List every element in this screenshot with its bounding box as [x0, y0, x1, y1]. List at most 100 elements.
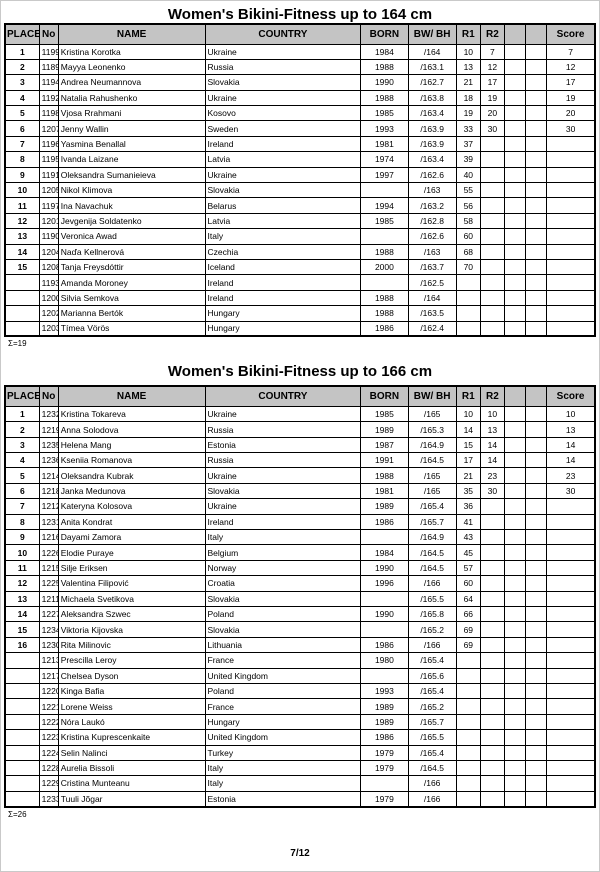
cell-extra2 [525, 790, 548, 808]
cell-score [546, 274, 596, 291]
cell-extra1 [503, 151, 527, 168]
cell-score [546, 544, 596, 561]
cell-r1 [455, 320, 481, 337]
cell-country: Lithuania [204, 636, 362, 654]
cell-no: 1236 [38, 452, 59, 469]
cell-r2 [479, 212, 505, 230]
cell-score [546, 559, 596, 577]
cell-r1 [455, 274, 481, 291]
cell-country: Slovakia [204, 590, 362, 608]
results-table-164: PLACE No NAME COUNTRY BORN BW/ BH R1 R2 Score 1 11… [4, 23, 596, 338]
sum-label-166: Σ=26 [8, 809, 27, 819]
cell-r1 [455, 790, 481, 808]
cell-r2: 14 [479, 452, 505, 469]
cell-extra1 [503, 405, 527, 423]
cell-born: 1981 [360, 482, 409, 500]
cell-extra2 [525, 421, 548, 438]
cell-score: 13 [546, 421, 596, 438]
cell-r2 [479, 759, 505, 777]
cell-born: 1986 [360, 636, 409, 654]
cell-bwbh: /162.6 [407, 166, 457, 184]
cell-r2 [479, 151, 505, 168]
cell-extra1 [503, 729, 527, 746]
cell-no: 1229 [38, 775, 59, 792]
cell-extra2 [525, 559, 548, 577]
cell-extra1 [503, 698, 527, 715]
cell-r1 [455, 713, 481, 731]
cell-r2 [479, 590, 505, 608]
cell-bwbh: /163.1 [407, 58, 457, 76]
cell-r2 [479, 243, 505, 260]
cell-r1: 56 [455, 197, 481, 214]
cell-born [360, 274, 409, 291]
cell-extra2 [525, 729, 548, 746]
cell-r2 [479, 513, 505, 531]
cell-score [546, 729, 596, 746]
cell-born: 1988 [360, 58, 409, 76]
cell-country: Slovakia [204, 182, 362, 199]
cell-r1: 19 [455, 105, 481, 122]
cell-name: Kateryna Kolosova [57, 498, 206, 515]
cell-place: 13 [4, 590, 40, 608]
cell-r1: 45 [455, 544, 481, 561]
cell-bwbh: /164.5 [407, 759, 457, 777]
cell-born: 1986 [360, 729, 409, 746]
header-score: Score [546, 385, 596, 407]
cell-extra1 [503, 498, 527, 515]
cell-no: 1228 [38, 759, 59, 777]
cell-name: Kristina Kuprescenkaite [57, 729, 206, 746]
cell-r1: 21 [455, 74, 481, 91]
header-born: BORN [360, 385, 409, 407]
cell-no: 1200 [38, 289, 59, 307]
cell-score [546, 713, 596, 731]
table-row: 41236Kseniia RomanovaRussia1991/164.5171… [4, 452, 596, 469]
cell-extra1 [503, 482, 527, 500]
cell-extra1 [503, 421, 527, 438]
table-row: 4 1192 Natalia Rahushenko Ukraine 1988/163.8… [4, 89, 596, 107]
cell-name: Oleksandra Kubrak [57, 467, 206, 484]
cell-no: 1219 [38, 421, 59, 438]
table-row: 9 1191 Oleksandra Sumanieieva Ukraine 1997/1… [4, 166, 596, 184]
cell-born: 1989 [360, 421, 409, 438]
cell-born: 2000 [360, 258, 409, 276]
table-row: 151208Tanja FreysdóttirIceland2000/163.7… [4, 258, 596, 276]
cell-bwbh: /163.9 [407, 135, 457, 153]
cell-extra1 [503, 43, 527, 60]
cell-score [546, 305, 596, 322]
cell-name: Kristina Korotka [57, 43, 206, 60]
cell-extra1 [503, 575, 527, 592]
cell-born: 1988 [360, 289, 409, 307]
cell-no: 1198 [38, 105, 59, 122]
cell-name: Anita Kondrat [57, 513, 206, 531]
cell-score: 20 [546, 105, 596, 122]
cell-born: 1990 [360, 559, 409, 577]
cell-extra2 [525, 452, 548, 469]
cell-country: Slovakia [204, 621, 362, 638]
cell-score [546, 166, 596, 184]
cell-name: Aurelia Bissoli [57, 759, 206, 777]
cell-country: Hungary [204, 320, 362, 337]
cell-score [546, 575, 596, 592]
cell-r2 [479, 605, 505, 623]
cell-born: 1991 [360, 452, 409, 469]
cell-score: 14 [546, 452, 596, 469]
cell-r1: 14 [455, 421, 481, 438]
cell-extra2 [525, 775, 548, 792]
cell-country: Poland [204, 682, 362, 700]
cell-name: Kseniia Romanova [57, 452, 206, 469]
cell-country: Ireland [204, 135, 362, 153]
cell-extra1 [503, 713, 527, 731]
cell-name: Janka Medunova [57, 482, 206, 500]
table-row: 8 1195 Ivanda Laizane Latvia 1974/163.4 39 [4, 151, 596, 168]
cell-r2 [479, 135, 505, 153]
cell-r1: 70 [455, 258, 481, 276]
table-row: 13 1190 Veronica Awad Italy/162.6 60 [4, 228, 596, 245]
table-row: 61218Janka MedunovaSlovakia1981/16535303… [4, 482, 596, 500]
cell-r2 [479, 744, 505, 761]
cell-no: 1204 [38, 243, 59, 260]
cell-score [546, 652, 596, 669]
